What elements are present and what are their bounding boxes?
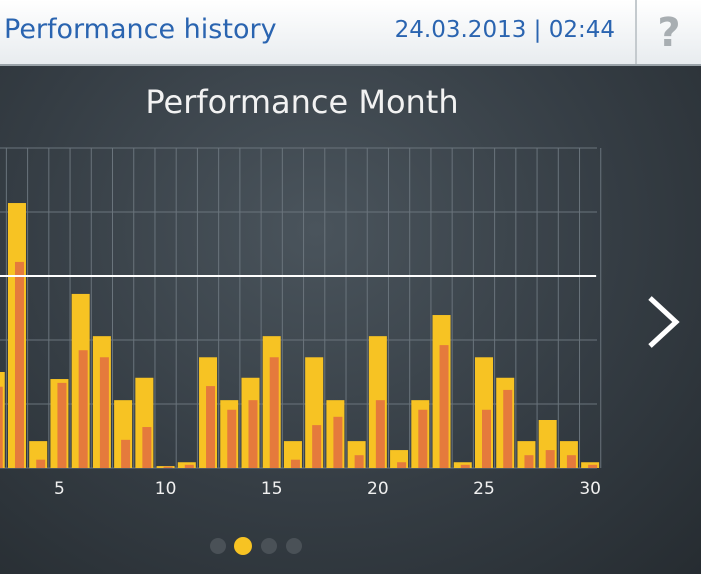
bar [99, 357, 109, 468]
bar [57, 382, 67, 468]
page-dot[interactable] [286, 538, 302, 554]
bar [184, 464, 194, 468]
x-tick-label: 15 [261, 479, 283, 499]
next-arrow[interactable] [648, 296, 680, 348]
bar [482, 409, 491, 468]
x-tick-label: 25 [473, 479, 495, 499]
bar [375, 400, 385, 468]
x-tick-label: 20 [367, 479, 389, 499]
bar [0, 386, 3, 468]
bar [227, 409, 237, 468]
bar [163, 466, 173, 468]
bar [14, 261, 24, 468]
bar [418, 409, 428, 468]
datetime: 24.03.2013 | 02:44 [394, 17, 615, 43]
bar [206, 386, 216, 468]
bar [503, 389, 513, 468]
bar [588, 464, 598, 468]
page-dot[interactable] [210, 538, 226, 554]
bar [566, 455, 576, 468]
x-tick-label: 10 [155, 479, 177, 499]
header: Performance history 24.03.2013 | 02:44 ? [0, 0, 701, 66]
bar [36, 459, 46, 468]
bar [142, 427, 152, 468]
bar [545, 450, 555, 468]
bar [269, 357, 279, 468]
bar [524, 455, 534, 468]
bar [439, 345, 449, 468]
page-dot-active[interactable] [234, 537, 252, 555]
x-tick-label: 5 [54, 479, 65, 499]
help-button[interactable]: ? [635, 0, 701, 64]
x-tick-label: 30 [579, 479, 601, 499]
bar [78, 350, 88, 468]
plot-area [0, 147, 602, 469]
page-title: Performance history [4, 14, 277, 45]
bar [248, 400, 258, 468]
bar [333, 416, 343, 468]
bar [121, 439, 131, 468]
bar [354, 455, 364, 468]
bar [312, 425, 322, 468]
bar [290, 459, 300, 468]
bar [397, 462, 407, 468]
bar [460, 464, 470, 468]
chart-title: Performance Month [145, 83, 458, 121]
page-dot[interactable] [261, 538, 277, 554]
